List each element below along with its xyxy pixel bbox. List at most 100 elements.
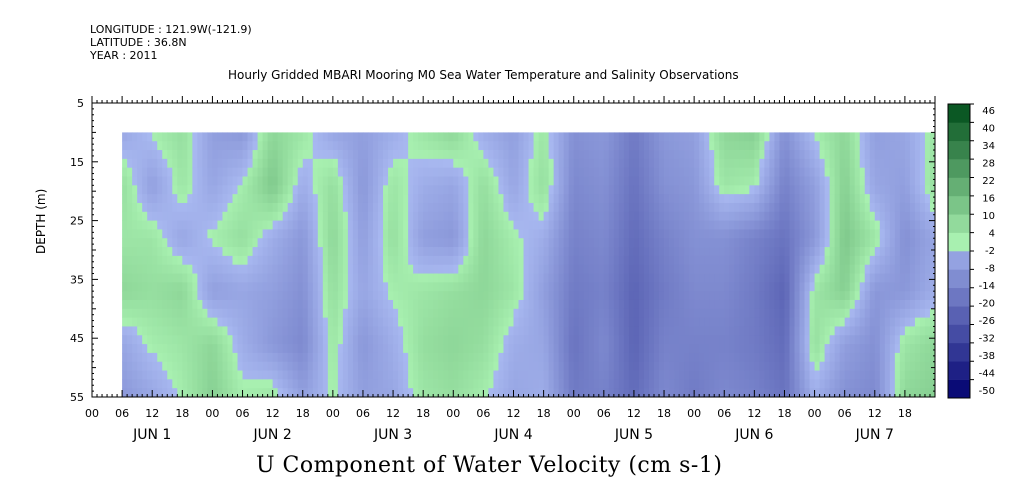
heatmap-cell xyxy=(498,211,504,221)
heatmap-cell xyxy=(272,176,279,186)
heatmap-cell xyxy=(152,291,158,301)
heatmap-cell xyxy=(784,211,790,221)
heatmap-cell xyxy=(884,176,891,186)
heatmap-cell xyxy=(498,344,504,354)
heatmap-cell xyxy=(212,141,218,151)
heatmap-cell xyxy=(694,308,700,319)
heatmap-cell xyxy=(749,255,755,266)
heatmap-cell xyxy=(433,194,439,204)
heatmap-cell xyxy=(789,370,795,380)
heatmap-cell xyxy=(528,370,534,380)
heatmap-cell xyxy=(448,158,454,169)
heatmap-cell xyxy=(568,335,575,345)
heatmap-cell xyxy=(774,361,780,371)
heatmap-cell xyxy=(674,247,680,257)
heatmap-cell xyxy=(874,220,881,230)
heatmap-cell xyxy=(443,326,449,336)
chart-title: Hourly Gridded MBARI Mooring M0 Sea Wate… xyxy=(228,68,739,82)
heatmap-cell xyxy=(759,255,765,266)
heatmap-cell xyxy=(623,326,630,336)
heatmap-cell xyxy=(659,176,665,186)
heatmap-cell xyxy=(448,379,454,389)
heatmap-cell xyxy=(578,335,585,345)
heatmap-cell xyxy=(217,167,223,177)
heatmap-cell xyxy=(789,264,795,274)
heatmap-cell xyxy=(834,326,841,336)
heatmap-cell xyxy=(573,317,580,327)
heatmap-cell xyxy=(699,388,705,398)
heatmap-cell xyxy=(548,273,555,283)
heatmap-cell xyxy=(172,264,178,274)
heatmap-cell xyxy=(859,211,866,221)
heatmap-cell xyxy=(277,185,284,195)
heatmap-cell xyxy=(272,132,279,142)
heatmap-cell xyxy=(909,317,916,327)
heatmap-cell xyxy=(664,158,670,169)
heatmap-cell xyxy=(674,299,680,310)
heatmap-cell xyxy=(729,370,735,380)
heatmap-cell xyxy=(207,379,213,389)
heatmap-cell xyxy=(347,299,354,310)
heatmap-cell xyxy=(583,299,590,310)
heatmap-cell xyxy=(759,167,765,177)
heatmap-cell xyxy=(352,308,359,319)
heatmap-cell xyxy=(413,291,419,301)
heatmap-cell xyxy=(378,299,384,310)
heatmap-cell xyxy=(659,132,665,142)
heatmap-cell xyxy=(383,211,389,221)
heatmap-cell xyxy=(142,370,148,380)
heatmap-cell xyxy=(132,273,138,283)
heatmap-cell xyxy=(719,247,725,257)
heatmap-cell xyxy=(167,202,173,213)
heatmap-cell xyxy=(804,255,810,266)
heatmap-cell xyxy=(704,317,710,327)
heatmap-cell xyxy=(924,291,931,301)
heatmap-cell xyxy=(694,282,700,292)
heatmap-cell xyxy=(919,158,926,169)
heatmap-cell xyxy=(734,317,740,327)
heatmap-cell xyxy=(418,352,424,363)
heatmap-cell xyxy=(724,344,730,354)
heatmap-cell xyxy=(769,335,775,345)
heatmap-cell xyxy=(332,211,339,221)
heatmap-cell xyxy=(503,167,509,177)
heatmap-cell xyxy=(383,308,389,319)
heatmap-cell xyxy=(894,167,901,177)
heatmap-cell xyxy=(182,308,188,319)
heatmap-cell xyxy=(593,317,600,327)
heatmap-cell xyxy=(383,344,389,354)
heatmap-cell xyxy=(287,229,294,239)
heatmap-cell xyxy=(473,379,479,389)
heatmap-cell xyxy=(724,255,730,266)
heatmap-cell xyxy=(493,388,499,398)
heatmap-cell xyxy=(197,299,203,310)
heatmap-cell xyxy=(899,185,906,195)
heatmap-cell xyxy=(563,141,570,151)
heatmap-cell xyxy=(804,202,810,213)
heatmap-cell xyxy=(638,255,645,266)
heatmap-cell xyxy=(543,352,550,363)
heatmap-cell xyxy=(478,211,484,221)
heatmap-cell xyxy=(383,291,389,301)
heatmap-cell xyxy=(448,370,454,380)
heatmap-cell xyxy=(142,344,148,354)
heatmap-cell xyxy=(337,344,344,354)
heatmap-cell xyxy=(403,282,409,292)
heatmap-cell xyxy=(719,370,725,380)
heatmap-cell xyxy=(789,132,795,142)
heatmap-cell xyxy=(367,211,374,221)
heatmap-cell xyxy=(914,308,921,319)
heatmap-cell xyxy=(874,211,881,221)
heatmap-cell xyxy=(433,132,439,142)
heatmap-cell xyxy=(674,150,680,160)
heatmap-cell xyxy=(332,379,339,389)
heatmap-cell xyxy=(854,141,861,151)
heatmap-cell xyxy=(513,282,519,292)
heatmap-cell xyxy=(478,352,484,363)
heatmap-cell xyxy=(909,344,916,354)
heatmap-cell xyxy=(388,317,394,327)
heatmap-cell xyxy=(438,326,444,336)
heatmap-cell xyxy=(468,264,474,274)
heatmap-cell xyxy=(443,255,449,266)
heatmap-cell xyxy=(814,158,820,169)
